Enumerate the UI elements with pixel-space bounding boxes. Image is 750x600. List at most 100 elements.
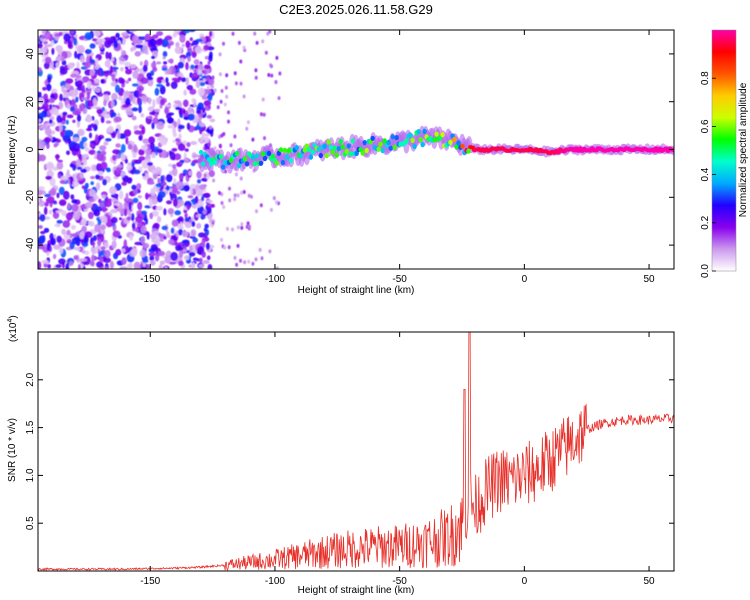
- spectrogram-noise-blob: [156, 83, 163, 88]
- spectrogram-noise-blob: [109, 260, 114, 269]
- spectrogram-ridge-blob: [416, 129, 421, 135]
- colorbar-tick-label: 0.6: [700, 119, 711, 133]
- spectrogram-noise-blob: [56, 235, 62, 243]
- spectrogram-noise-blob: [48, 97, 55, 104]
- spectrogram-noise-blob: [55, 210, 62, 214]
- spectrogram-noise-blob: [59, 124, 63, 132]
- snr-y-tick-label: 1.0: [25, 468, 36, 482]
- spectrogram-noise-blob: [115, 32, 120, 38]
- spectrogram-noise-blob: [245, 224, 249, 229]
- spectrogram-noise-blob: [92, 38, 97, 42]
- spectrogram-noise-blob: [198, 184, 206, 190]
- spectrogram-ridge-blob: [454, 144, 459, 150]
- spectrogram-noise-blob: [231, 31, 235, 36]
- spectrogram-noise-blob: [148, 136, 156, 145]
- spectrogram-noise-blob: [233, 197, 237, 202]
- spectrogram-noise-blob: [129, 30, 137, 33]
- spectrogram-noise-blob: [188, 30, 196, 33]
- spectrogram-noise-blob: [63, 190, 70, 200]
- spectrogram-noise-blob: [38, 225, 43, 229]
- spectrogram-noise-blob: [72, 110, 81, 116]
- spectrogram-x-tick-label: 0: [522, 274, 528, 285]
- spectrogram-noise-blob: [119, 266, 128, 269]
- spectrogram-panel: -150 -100 -50 0 50 -40 -20 0 20 40 Height of str…: [7, 29, 675, 296]
- spectrogram-noise-blob: [120, 143, 126, 153]
- spectrogram-noise-blob: [175, 242, 179, 247]
- spectrogram-ridge-blob: [394, 135, 399, 141]
- spectrogram-noise-blob: [54, 108, 59, 117]
- spectrogram-noise-blob: [142, 64, 148, 72]
- spectrogram-ridge-blob: [254, 153, 260, 159]
- spectrogram-noise-blob: [69, 106, 75, 112]
- spectrogram-noise-blob: [156, 121, 165, 130]
- spectrogram-noise-blob: [181, 43, 185, 48]
- spectrogram-noise-blob: [208, 54, 213, 62]
- spectrogram-noise-blob: [142, 259, 149, 263]
- spectrogram-noise-blob: [140, 77, 149, 84]
- spectrogram-noise-blob: [260, 256, 264, 261]
- spectrogram-noise-blob: [178, 124, 185, 130]
- spectrogram-noise-blob: [76, 159, 81, 166]
- spectrogram-noise-blob: [96, 108, 104, 114]
- spectrogram-noise-blob: [50, 88, 58, 94]
- spectrogram-noise-blob: [229, 143, 233, 148]
- spectrogram-noise-blob: [135, 44, 144, 49]
- spectrogram-noise-blob: [123, 129, 132, 137]
- spectrogram-noise-blob: [163, 236, 167, 240]
- spectrogram-ridge-blob: [466, 148, 471, 154]
- spectrogram-noise-blob: [94, 87, 101, 93]
- spectrogram-noise-blob: [59, 199, 67, 207]
- spectrogram-noise-blob: [149, 111, 156, 116]
- spectrogram-ridge-blob: [448, 139, 453, 145]
- spectrogram-noise-blob: [137, 201, 143, 211]
- spectrogram-ridge-blob: [555, 150, 561, 155]
- spectrogram-noise-blob: [134, 159, 142, 164]
- snr-x-tick-label: -150: [140, 576, 160, 587]
- spectrogram-noise-blob: [147, 78, 154, 87]
- spectrogram-noise-blob: [131, 222, 136, 230]
- spectrogram-noise-blob: [103, 141, 109, 146]
- spectrogram-noise-blob: [121, 257, 127, 265]
- spectrogram-noise-blob: [202, 96, 208, 100]
- spectrogram-noise-blob: [131, 115, 137, 121]
- spectrogram-noise-blob: [268, 30, 272, 34]
- spectrogram-noise-blob: [102, 179, 107, 186]
- spectrogram-noise-blob: [58, 31, 63, 36]
- spectrogram-ridge-blob: [452, 136, 457, 142]
- spectrogram-noise-blob: [199, 206, 204, 212]
- spectrogram-noise-blob: [100, 116, 105, 124]
- spectrogram-noise-blob: [161, 225, 168, 231]
- spectrogram-noise-blob: [76, 75, 82, 79]
- spectrogram-noise-blob: [186, 84, 193, 91]
- spectrogram-y-tick-label: 0: [25, 146, 36, 152]
- spectrogram-noise-blob: [204, 133, 210, 137]
- spectrogram-noise-blob: [253, 31, 257, 36]
- spectrogram-noise-blob: [168, 239, 175, 245]
- spectrogram-noise-blob: [275, 55, 279, 60]
- spectrogram-noise-blob: [240, 190, 244, 195]
- spectrogram-noise-blob: [38, 186, 45, 191]
- spectrogram-noise-blob: [58, 258, 66, 265]
- spectrogram-noise-blob: [153, 222, 160, 229]
- spectrogram-ridge-blob: [408, 132, 413, 138]
- spectrogram-ridge-blob: [302, 147, 308, 153]
- spectrogram-noise-blob: [204, 136, 210, 144]
- spectrogram-noise-blob: [201, 131, 206, 139]
- spectrogram-noise-blob: [59, 93, 63, 102]
- spectrogram-noise-blob: [159, 85, 166, 95]
- spectrogram-noise-blob: [52, 253, 57, 260]
- spectrogram-noise-blob: [42, 102, 49, 110]
- spectrogram-ridge-blob: [270, 153, 276, 159]
- spectrogram-noise-blob: [182, 109, 186, 114]
- snr-panel: -150 -100 -50 0 50 0.5 1.0 1.5 2.0 Height of st…: [7, 315, 675, 596]
- spectrogram-noise-blob: [156, 31, 164, 36]
- spectrogram-noise-blob: [55, 45, 63, 52]
- spectrogram-noise-blob: [156, 76, 163, 84]
- spectrogram-noise-blob: [61, 60, 67, 66]
- spectrogram-noise-blob: [248, 224, 252, 229]
- spectrogram-noise-blob: [236, 243, 240, 248]
- spectrogram-noise-blob: [47, 264, 51, 269]
- spectrogram-noise-blob: [233, 255, 237, 260]
- spectrogram-noise-blob: [123, 208, 128, 217]
- spectrogram-noise-blob: [169, 187, 173, 192]
